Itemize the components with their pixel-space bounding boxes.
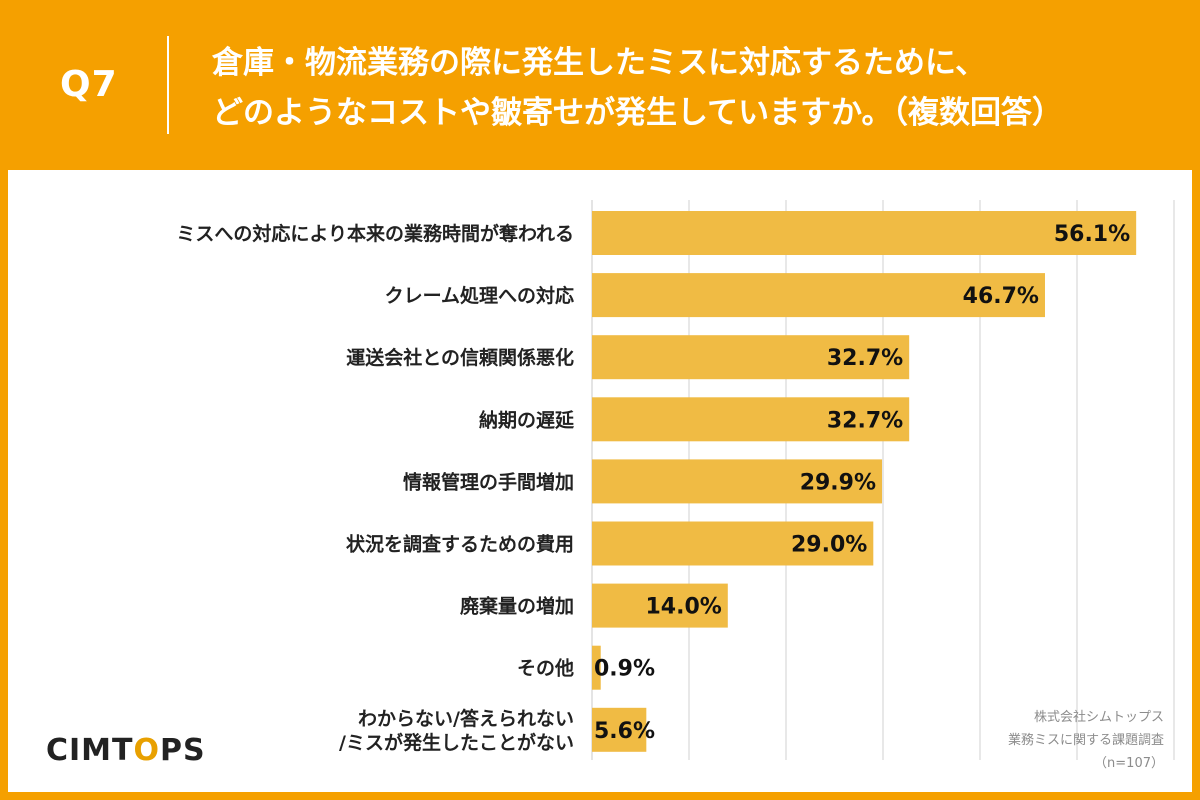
header-divider — [167, 36, 169, 134]
bar-chart: ミスへの対応により本来の業務時間が奪われる 56.1% クレーム処理への対応 46.7… — [176, 200, 1175, 760]
bar — [592, 521, 874, 566]
source-sample-size: （n=107） — [1094, 756, 1164, 771]
value-label: 56.1% — [1054, 222, 1130, 247]
category-label: 納期の遅延 — [479, 408, 575, 431]
value-label: 46.7% — [963, 284, 1039, 309]
bar — [592, 273, 1045, 318]
category-label: 情報管理の手間増加 — [403, 470, 574, 493]
company-logo: CIMTOPS — [46, 733, 206, 768]
bar — [592, 645, 601, 690]
category-label: 状況を調査するための費用 — [346, 533, 574, 556]
question-title-line2: どのようなコストや皺寄せが発生していますか。（複数回答） — [212, 95, 1063, 131]
category-label: 運送会社との信頼関係悪化 — [346, 346, 574, 369]
question-title: 倉庫・物流業務の際に発生したミスに対応するために、 どのようなコストや皺寄せが発… — [212, 38, 1172, 138]
bar — [592, 583, 728, 628]
value-label: 29.0% — [791, 533, 867, 558]
value-label: 32.7% — [827, 408, 903, 433]
question-title-line1: 倉庫・物流業務の際に発生したミスに対応するために、 — [212, 45, 987, 81]
chart-panel: ミスへの対応により本来の業務時間が奪われる 56.1% クレーム処理への対応 46.7… — [8, 170, 1192, 792]
bar — [592, 707, 647, 752]
category-label: ミスへの対応により本来の業務時間が奪われる — [176, 222, 574, 245]
bar — [592, 211, 1137, 255]
value-label: 5.6% — [594, 719, 655, 744]
source-company: 株式会社シムトップス — [1033, 710, 1164, 725]
question-number: Q7 — [60, 64, 118, 105]
category-label: /ミスが発生したことがない — [339, 731, 574, 754]
category-label: その他 — [517, 657, 574, 680]
bar — [592, 397, 910, 442]
value-label: 14.0% — [645, 595, 721, 620]
bar — [592, 459, 883, 504]
bar — [592, 335, 910, 380]
category-label: わからない/答えられない — [358, 707, 574, 730]
value-label: 32.7% — [827, 346, 903, 371]
value-label: 29.9% — [800, 470, 876, 495]
source-note: 株式会社シムトップス 業務ミスに関する課題調査 （n=107） — [864, 706, 1164, 775]
category-label: 廃棄量の増加 — [460, 595, 574, 618]
source-survey: 業務ミスに関する課題調査 — [1007, 733, 1164, 748]
value-label: 0.9% — [594, 657, 655, 682]
question-header: Q7 倉庫・物流業務の際に発生したミスに対応するために、 どのようなコストや皺寄… — [0, 0, 1200, 170]
category-label: クレーム処理への対応 — [385, 284, 574, 307]
